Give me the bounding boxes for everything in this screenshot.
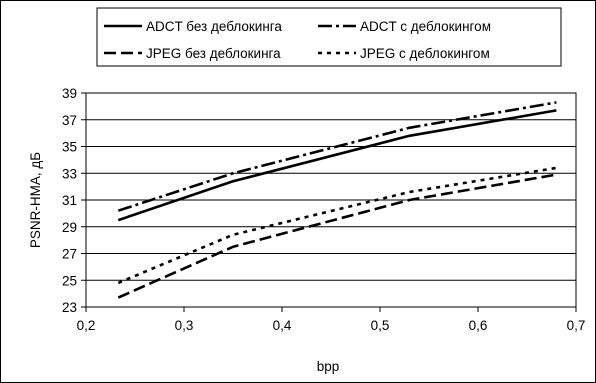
x-tick-label: 0,3 [175, 318, 194, 333]
x-tick-label: 0,2 [77, 318, 96, 333]
series-line [117, 173, 557, 299]
legend-label: JPEG без деблокинга [146, 46, 281, 61]
x-tick-label: 0,7 [567, 318, 586, 333]
y-tick-label: 25 [62, 273, 77, 288]
series-line [117, 166, 557, 285]
y-tick-label: 31 [62, 193, 77, 208]
y-tick-label: 33 [62, 166, 77, 181]
y-tick-label: 37 [62, 113, 77, 128]
series-line [117, 109, 557, 222]
y-axis-title: PSNR-HMA, дБ [28, 152, 43, 248]
legend: ADCT без деблокинга ADCT с деблокингом JPE… [96, 7, 562, 67]
y-tick-label: 39 [62, 86, 77, 101]
y-tick-label: 23 [62, 300, 77, 315]
x-axis: 0,2 0,3 0,4 0,5 0,6 0,7 [77, 307, 586, 333]
x-tick-label: 0,5 [371, 318, 390, 333]
legend-box [96, 7, 562, 67]
y-tick-label: 35 [62, 140, 77, 155]
legend-label: ADCT без деблокинга [146, 19, 282, 34]
x-tick-label: 0,6 [469, 318, 488, 333]
y-tick-label: 29 [62, 220, 77, 235]
x-tick-label: 0,4 [273, 318, 292, 333]
legend-label: JPEG с деблокингом [360, 46, 490, 61]
y-tick-label: 27 [62, 247, 77, 262]
legend-label: ADCT с деблокингом [360, 19, 491, 34]
y-axis: 23 25 27 29 31 33 35 37 39 [62, 86, 86, 315]
series-lines [117, 101, 557, 299]
gridlines [86, 92, 576, 308]
series-line [117, 101, 557, 212]
x-axis-title: bpp [317, 359, 340, 374]
